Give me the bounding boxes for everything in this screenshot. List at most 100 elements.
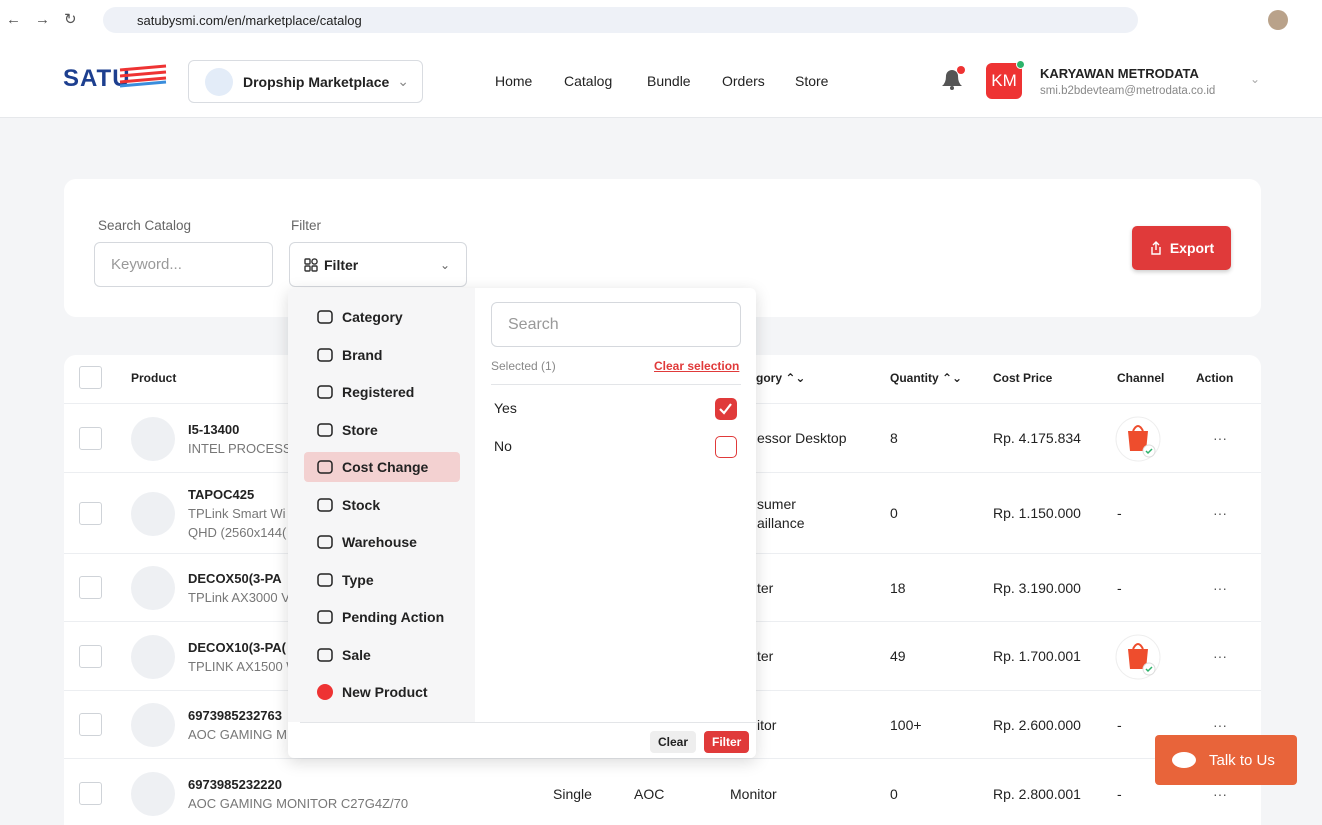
table-row: 6973985232220 AOC GAMING MONITOR C27G4Z/7… <box>64 758 1261 825</box>
column-header[interactable]: gory ⌃⌄ <box>756 371 806 385</box>
filter-category-label: Stock <box>342 496 381 513</box>
filter-category-label: Sale <box>342 646 371 663</box>
column-header[interactable]: Quantity ⌃⌄ <box>890 371 963 385</box>
nav-link[interactable]: Store <box>795 73 829 89</box>
column-header: Channel <box>1117 371 1165 385</box>
product-thumbnail <box>131 772 175 816</box>
marketplace-selector[interactable]: Dropship Marketplace ⌄ <box>188 60 423 103</box>
user-name: KARYAWAN METRODATA <box>1040 66 1199 81</box>
filter-category-icon <box>317 497 333 512</box>
option-checkbox[interactable] <box>715 398 737 420</box>
shopee-icon <box>1115 634 1161 679</box>
cost-price: Rp. 4.175.834 <box>993 430 1081 446</box>
category-line: Monitor <box>730 785 777 802</box>
filter-category[interactable]: Sale <box>304 640 460 670</box>
nav-link[interactable]: Catalog <box>564 73 613 89</box>
filter-category-label: Category <box>342 309 403 325</box>
product-name[interactable]: 6973985232220 <box>188 777 282 792</box>
row-actions[interactable]: ··· <box>1213 648 1227 664</box>
row-checkbox[interactable] <box>79 501 102 525</box>
filter-category[interactable]: Store <box>304 415 460 445</box>
export-button[interactable]: Export <box>1132 226 1231 270</box>
quantity: 18 <box>890 579 906 596</box>
chat-icon <box>1172 752 1196 768</box>
product-name[interactable]: DECOX10(3-PA( <box>188 639 287 655</box>
filter-category-icon <box>317 647 333 662</box>
user-email: smi.b2bdevteam@metrodata.co.id <box>1040 85 1216 97</box>
column-header-label: Quantity <box>890 371 939 385</box>
search-input[interactable]: Keyword... <box>94 242 273 287</box>
filter-category[interactable]: Stock <box>304 490 460 520</box>
browser-controls[interactable]: ←→↻ <box>6 11 91 28</box>
product-category: sumer aillance <box>757 495 804 533</box>
row-actions[interactable]: ··· <box>1213 785 1227 802</box>
chat-widget[interactable]: Talk to Us <box>1155 735 1297 785</box>
avatar[interactable]: KM <box>986 63 1022 99</box>
quantity: 100+ <box>890 716 922 733</box>
filter-category[interactable]: Type <box>304 565 460 595</box>
product-type: Single <box>553 785 592 802</box>
row-actions[interactable]: ··· <box>1213 430 1227 446</box>
filter-category[interactable]: New Product <box>304 677 460 707</box>
select-all-checkbox[interactable] <box>79 366 102 389</box>
product-name[interactable]: DECOX50(3-PA <box>188 571 282 586</box>
check-mark <box>719 403 732 415</box>
option-checkbox[interactable] <box>715 436 737 458</box>
row-checkbox[interactable] <box>79 576 102 599</box>
filter-category[interactable]: Cost Change <box>304 452 460 482</box>
url-bar[interactable]: satubysmi.com/en/marketplace/catalog <box>103 7 1138 33</box>
product-description: TPLink Smart Wi <box>188 506 286 521</box>
clear-button[interactable]: Clear <box>650 731 697 753</box>
row-actions[interactable]: ··· <box>1213 716 1227 733</box>
cost-price: Rp. 2.800.001 <box>993 785 1081 802</box>
clear-selection[interactable]: Clear selection <box>654 359 740 373</box>
row-checkbox[interactable] <box>79 426 102 450</box>
channel: - <box>1117 505 1122 521</box>
category-line: essor Desktop <box>757 430 847 446</box>
user-menu[interactable]: ⌄ <box>1250 72 1261 86</box>
url: satubysmi.com/en/marketplace/catalog <box>137 12 362 28</box>
product-category: ter <box>757 579 773 598</box>
divider <box>491 384 741 385</box>
filter-category[interactable]: Registered <box>304 377 460 407</box>
clear-label: Clear <box>658 735 689 749</box>
product-name[interactable]: 6973985232763 <box>188 708 282 723</box>
filter-category[interactable]: Warehouse <box>304 527 460 557</box>
row-checkbox[interactable] <box>79 713 102 736</box>
product-brand: AOC <box>634 785 665 802</box>
cost-price: Rp. 2.600.000 <box>993 716 1081 733</box>
profile-icon[interactable] <box>1268 10 1288 30</box>
nav-link[interactable]: Bundle <box>647 73 691 89</box>
logo[interactable]: SATU <box>63 65 131 92</box>
row-actions[interactable]: ··· <box>1213 505 1227 521</box>
notification-bell[interactable] <box>938 66 966 92</box>
option-search[interactable]: Search <box>491 302 741 347</box>
filter-category-label: Cost Change <box>342 459 429 475</box>
channel: - <box>1117 579 1122 596</box>
marketplace-label: Dropship Marketplace <box>243 73 390 90</box>
product-description: TPLink AX3000 V <box>188 590 290 605</box>
option-search-placeholder: Search <box>508 315 559 333</box>
product-name[interactable]: I5-13400 <box>188 421 240 437</box>
category-line: ter <box>757 648 774 664</box>
shopee-icon <box>1115 416 1161 461</box>
apply-button[interactable]: Filter <box>704 731 750 753</box>
dropdown-footer: Clear Filter <box>300 722 756 758</box>
filter-category[interactable]: Category <box>304 302 460 332</box>
filter-category-icon <box>317 535 333 549</box>
quantity: 0 <box>890 785 898 802</box>
status-dot <box>1016 60 1025 69</box>
search-placeholder: Keyword... <box>111 256 182 273</box>
row-checkbox[interactable] <box>79 782 102 805</box>
row-actions[interactable]: ··· <box>1213 579 1227 596</box>
filter-category[interactable]: Pending Action <box>304 602 460 632</box>
product-name[interactable]: TAPOC425 <box>188 487 255 502</box>
quantity: 0 <box>890 505 898 521</box>
option-label: Yes <box>494 400 517 416</box>
filter-button[interactable]: Filter ⌄ <box>289 242 467 287</box>
nav-link[interactable]: Home <box>495 73 533 89</box>
filter-category[interactable]: Brand <box>304 340 460 370</box>
nav-link[interactable]: Orders <box>722 73 765 89</box>
row-checkbox[interactable] <box>79 644 102 668</box>
search-card: Search Catalog Keyword... Filter Filter ⌄… <box>64 179 1261 317</box>
